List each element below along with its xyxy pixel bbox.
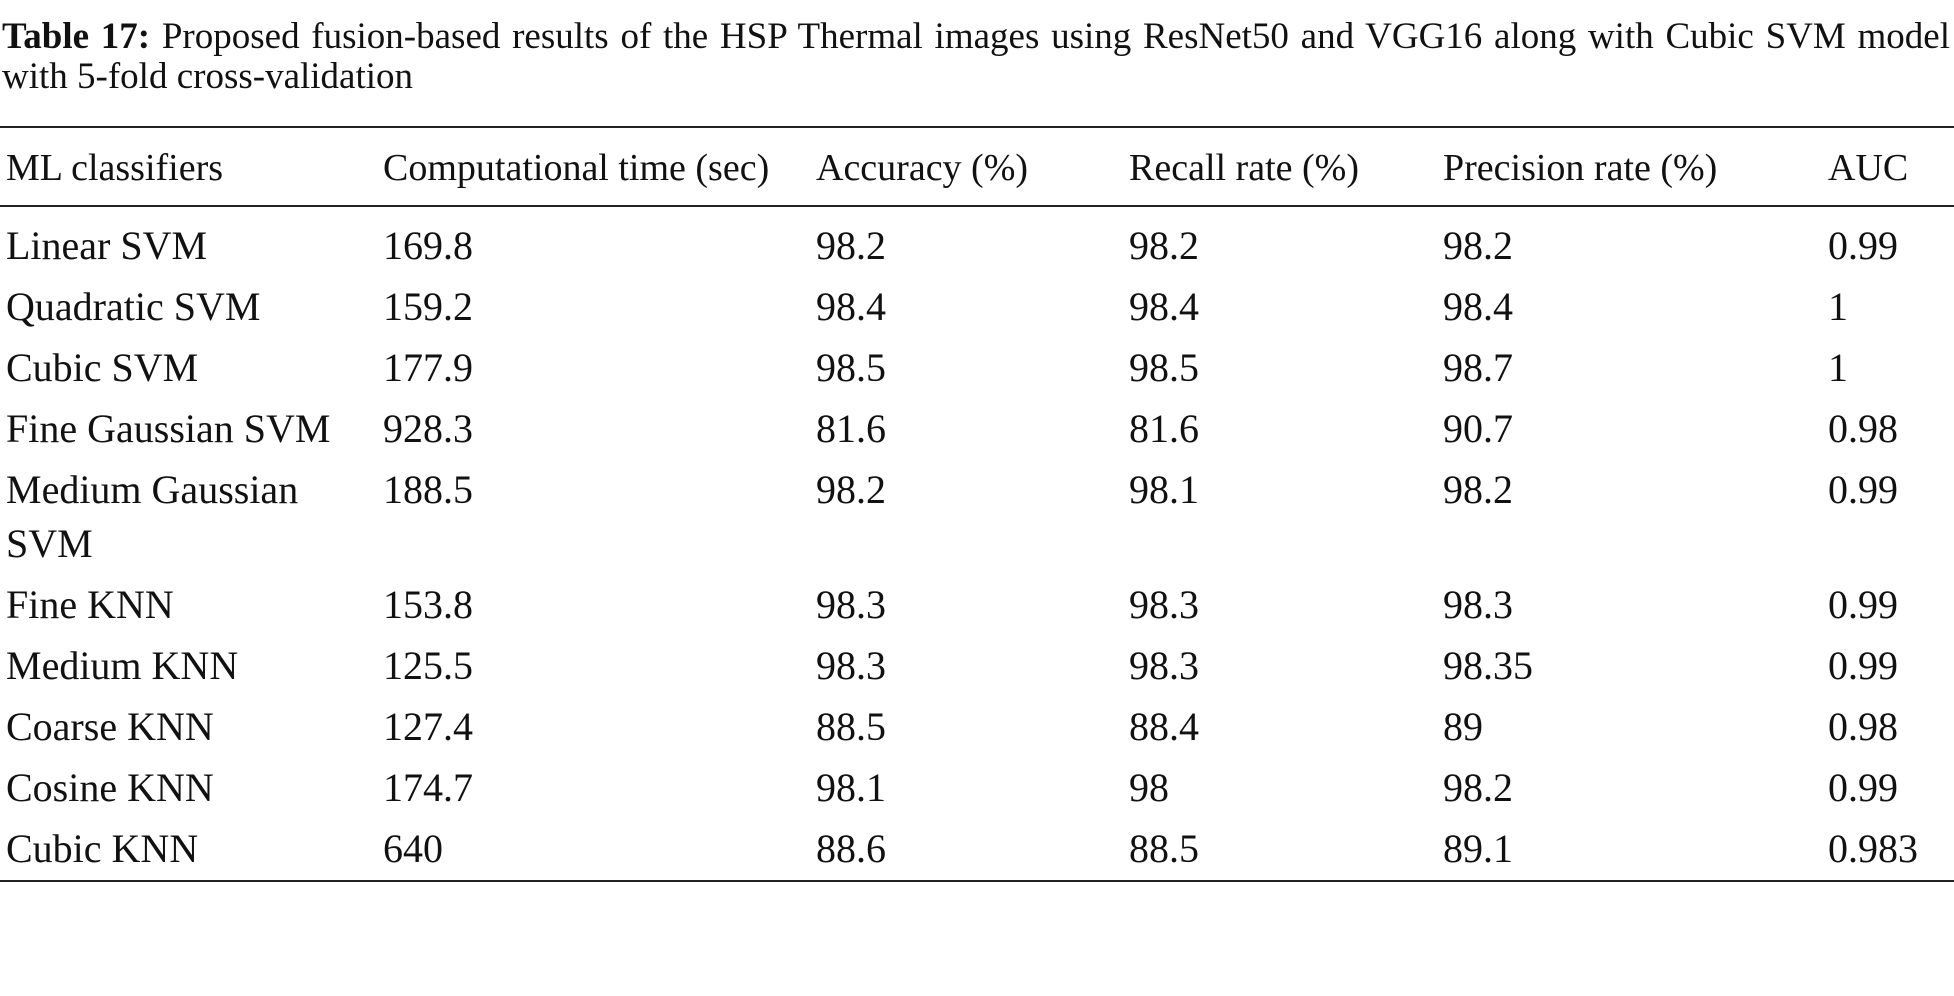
table-row: Coarse KNN 127.4 88.5 88.4 89 0.98 [0, 697, 1954, 758]
table-cell: 127.4 [383, 704, 473, 749]
table-cell: 98.5 [1129, 345, 1199, 390]
caption-label: Table 17: [2, 16, 151, 57]
table-caption: Table 17: Proposed fusion-based results … [2, 17, 1950, 97]
classifier-name: Fine KNN [6, 582, 174, 627]
results-table: ML classifiers Computational time (sec) Ac… [0, 126, 1954, 882]
column-header: ML classifiers [6, 147, 224, 189]
table-cell: 177.9 [383, 345, 473, 390]
table-cell: 0.98 [1828, 406, 1898, 451]
table-cell: 88.5 [816, 704, 886, 749]
table-cell: 98.2 [1443, 467, 1513, 512]
table-cell: 98.35 [1443, 643, 1533, 688]
table-cell: 98.2 [1443, 223, 1513, 268]
table-cell: 98.3 [1129, 643, 1199, 688]
table-cell: 98.3 [1443, 582, 1513, 627]
column-header: Accuracy (%) [816, 147, 1029, 189]
column-header: Recall rate (%) [1129, 147, 1359, 189]
classifier-name: Linear SVM [6, 223, 208, 268]
table-cell: 98.1 [816, 765, 886, 810]
table-cell: 0.99 [1828, 582, 1898, 627]
classifier-name: Fine Gaussian SVM [6, 406, 331, 451]
table-cell: 98 [1129, 765, 1169, 810]
column-header: Precision rate (%) [1443, 147, 1718, 189]
table-cell: 81.6 [1129, 406, 1199, 451]
table-row: Medium Gaussian SVM 188.5 98.2 98.1 98.2 0.99 [0, 460, 1954, 575]
table-cell: 1 [1828, 345, 1848, 390]
table-cell: 98.4 [816, 284, 886, 329]
column-header: Computational time (sec) [383, 147, 770, 189]
table-cell: 88.6 [816, 826, 886, 871]
table-body: Linear SVM 169.8 98.2 98.2 98.2 0.99 Quadratic… [0, 206, 1954, 881]
table-row: Quadratic SVM 159.2 98.4 98.4 98.4 1 [0, 277, 1954, 338]
header-row: ML classifiers Computational time (sec) Ac… [0, 127, 1954, 206]
table-row: Linear SVM 169.8 98.2 98.2 98.2 0.99 [0, 206, 1954, 277]
table-cell: 89 [1443, 704, 1483, 749]
classifier-name: Coarse KNN [6, 704, 214, 749]
table-cell: 81.6 [816, 406, 886, 451]
table-cell: 98.3 [1129, 582, 1199, 627]
table-cell: 1 [1828, 284, 1848, 329]
table-cell: 88.4 [1129, 704, 1199, 749]
table-cell: 98.3 [816, 582, 886, 627]
table-cell: 88.5 [1129, 826, 1199, 871]
table-cell: 98.1 [1129, 467, 1199, 512]
classifier-name: Cubic SVM [6, 345, 199, 390]
column-header: AUC [1828, 147, 1909, 189]
table-cell: 98.2 [816, 467, 886, 512]
table-row: Medium KNN 125.5 98.3 98.3 98.35 0.99 [0, 636, 1954, 697]
classifier-name: Cosine KNN [6, 765, 214, 810]
table-row: Cubic KNN 640 88.6 88.5 89.1 0.983 [0, 819, 1954, 881]
table-cell: 90.7 [1443, 406, 1513, 451]
table-cell: 98.5 [816, 345, 886, 390]
table-row: Fine Gaussian SVM 928.3 81.6 81.6 90.7 0.98 [0, 399, 1954, 460]
table-row: Cubic SVM 177.9 98.5 98.5 98.7 1 [0, 338, 1954, 399]
classifier-name: Quadratic SVM [6, 284, 261, 329]
table-cell: 98.2 [1443, 765, 1513, 810]
table-cell: 640 [383, 826, 443, 871]
classifier-name: Medium KNN [6, 643, 239, 688]
table-cell: 0.99 [1828, 223, 1898, 268]
table-cell: 0.99 [1828, 467, 1898, 512]
table-cell: 174.7 [383, 765, 473, 810]
table-cell: 188.5 [383, 467, 473, 512]
table-cell: 928.3 [383, 406, 473, 451]
table-row: Fine KNN 153.8 98.3 98.3 98.3 0.99 [0, 575, 1954, 636]
classifier-name: Medium Gaussian SVM [6, 467, 299, 566]
table-cell: 98.7 [1443, 345, 1513, 390]
table-cell: 0.99 [1828, 643, 1898, 688]
table-cell: 0.983 [1828, 826, 1918, 871]
table-cell: 98.3 [816, 643, 886, 688]
table-cell: 89.1 [1443, 826, 1513, 871]
table-row: Cosine KNN 174.7 98.1 98 98.2 0.99 [0, 758, 1954, 819]
table-cell: 169.8 [383, 223, 473, 268]
table-cell: 0.98 [1828, 704, 1898, 749]
table-cell: 98.4 [1443, 284, 1513, 329]
table-cell: 98.4 [1129, 284, 1199, 329]
table-cell: 98.2 [1129, 223, 1199, 268]
caption-text: Proposed fusion-based results of the HSP… [2, 16, 1950, 97]
classifier-name: Cubic KNN [6, 826, 199, 871]
table-header: ML classifiers Computational time (sec) Ac… [0, 127, 1954, 206]
table-cell: 159.2 [383, 284, 473, 329]
table-cell: 0.99 [1828, 765, 1898, 810]
table-cell: 125.5 [383, 643, 473, 688]
table-cell: 153.8 [383, 582, 473, 627]
table-cell: 98.2 [816, 223, 886, 268]
